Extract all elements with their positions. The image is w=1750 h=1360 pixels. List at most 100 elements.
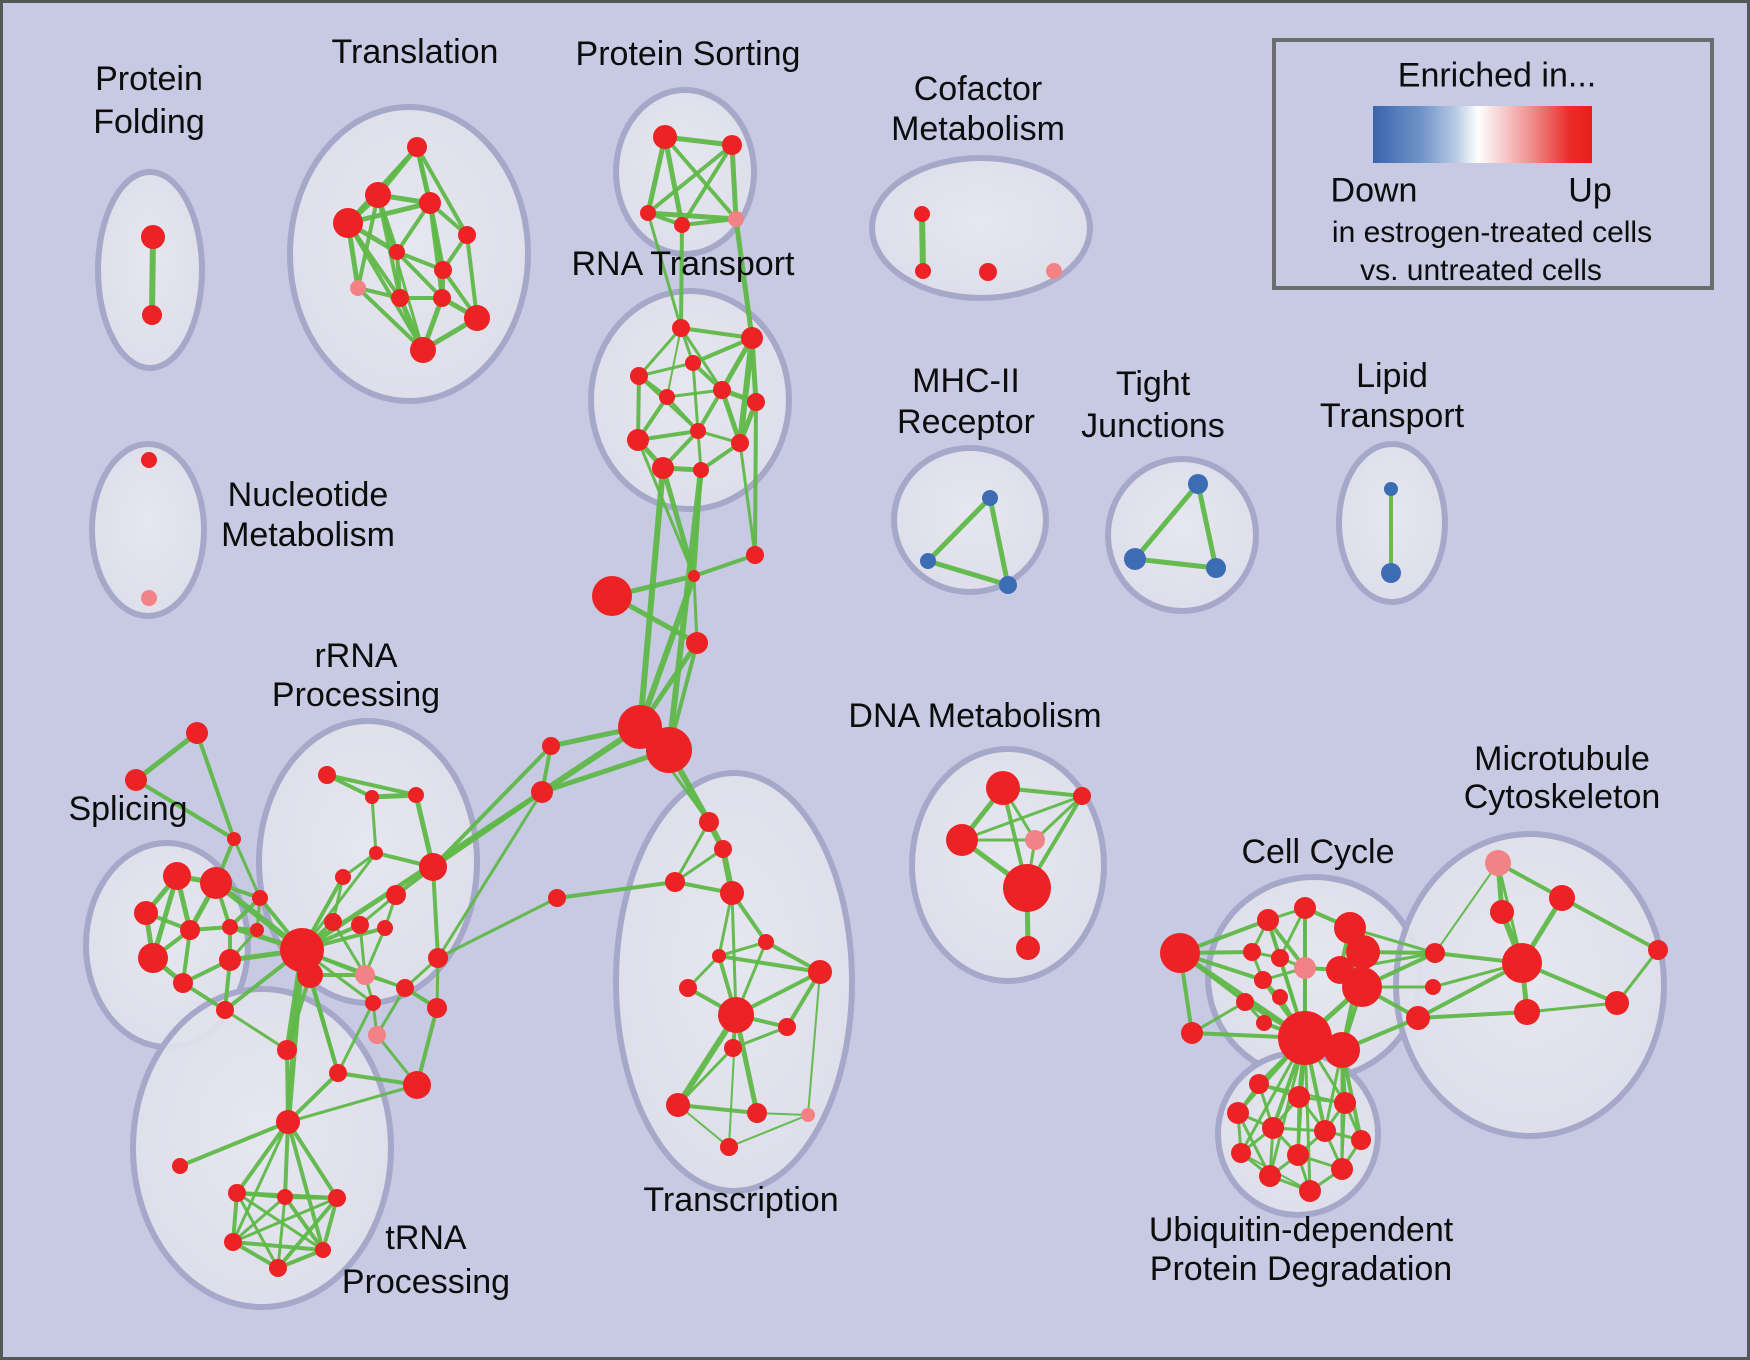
gene-set-node-23[interactable] (659, 389, 675, 405)
gene-set-node-40[interactable] (1188, 474, 1208, 494)
gene-set-node-104[interactable] (228, 1184, 246, 1202)
gene-set-node-124[interactable] (1243, 943, 1261, 961)
gene-set-node-14[interactable] (653, 125, 677, 149)
gene-set-node-54[interactable] (665, 872, 685, 892)
gene-set-node-137[interactable] (1490, 900, 1514, 924)
gene-set-node-59[interactable] (718, 997, 754, 1033)
gene-set-node-71[interactable] (222, 919, 238, 935)
gene-set-node-75[interactable] (219, 949, 241, 971)
gene-set-node-100[interactable] (368, 1026, 386, 1044)
gene-set-node-72[interactable] (252, 890, 268, 906)
gene-set-node-18[interactable] (728, 211, 744, 227)
gene-set-node-135[interactable] (1485, 850, 1511, 876)
gene-set-node-151[interactable] (1351, 1130, 1371, 1150)
gene-set-node-24[interactable] (713, 381, 731, 399)
gene-set-node-97[interactable] (427, 998, 447, 1018)
gene-set-node-76[interactable] (216, 1001, 234, 1019)
gene-set-node-65[interactable] (720, 1138, 738, 1156)
gene-set-node-43[interactable] (1384, 482, 1398, 496)
gene-set-node-6[interactable] (458, 226, 476, 244)
gene-set-node-145[interactable] (1249, 1074, 1269, 1094)
gene-set-node-26[interactable] (690, 423, 706, 439)
gene-set-node-56[interactable] (758, 934, 774, 950)
gene-set-node-28[interactable] (731, 434, 749, 452)
gene-set-node-154[interactable] (1259, 1165, 1281, 1187)
gene-set-node-62[interactable] (666, 1093, 690, 1117)
gene-set-node-78[interactable] (186, 722, 208, 744)
gene-set-node-53[interactable] (720, 881, 744, 905)
gene-set-node-95[interactable] (365, 995, 381, 1011)
gene-set-node-4[interactable] (419, 192, 441, 214)
gene-set-node-32[interactable] (915, 263, 931, 279)
gene-set-node-30[interactable] (693, 462, 709, 478)
gene-set-node-107[interactable] (224, 1233, 242, 1251)
gene-set-node-93[interactable] (428, 948, 448, 968)
gene-set-node-51[interactable] (699, 812, 719, 832)
gene-set-node-0[interactable] (141, 225, 165, 249)
gene-set-node-91[interactable] (351, 916, 369, 934)
gene-set-node-94[interactable] (355, 965, 375, 985)
gene-set-node-133[interactable] (1278, 1011, 1332, 1065)
gene-set-node-147[interactable] (1334, 1092, 1356, 1114)
gene-set-node-117[interactable] (1016, 936, 1040, 960)
gene-set-node-41[interactable] (1124, 548, 1146, 570)
gene-set-node-130[interactable] (1272, 989, 1288, 1005)
gene-set-node-101[interactable] (403, 1071, 431, 1099)
gene-set-node-81[interactable] (318, 766, 336, 784)
gene-set-node-10[interactable] (391, 289, 409, 307)
gene-set-node-136[interactable] (1549, 885, 1575, 911)
gene-set-node-128[interactable] (1342, 967, 1382, 1007)
gene-set-node-52[interactable] (714, 840, 732, 858)
gene-set-node-44[interactable] (1381, 563, 1401, 583)
gene-set-node-123[interactable] (1346, 935, 1380, 969)
gene-set-node-131[interactable] (1236, 993, 1254, 1011)
gene-set-node-96[interactable] (396, 979, 414, 997)
gene-set-node-153[interactable] (1287, 1144, 1309, 1166)
gene-set-node-64[interactable] (801, 1108, 815, 1122)
gene-set-node-85[interactable] (335, 869, 351, 885)
gene-set-node-68[interactable] (200, 867, 232, 899)
gene-set-node-119[interactable] (1181, 1022, 1203, 1044)
gene-set-node-142[interactable] (1425, 979, 1441, 995)
gene-set-node-103[interactable] (172, 1158, 188, 1174)
gene-set-node-132[interactable] (1256, 1015, 1272, 1031)
gene-set-node-84[interactable] (369, 846, 383, 860)
gene-set-node-42[interactable] (1206, 558, 1226, 578)
gene-set-node-25[interactable] (747, 393, 765, 411)
gene-set-node-34[interactable] (1046, 263, 1062, 279)
gene-set-node-12[interactable] (464, 305, 490, 331)
gene-set-node-143[interactable] (1406, 1006, 1430, 1030)
gene-set-node-22[interactable] (630, 367, 648, 385)
gene-set-node-114[interactable] (946, 824, 978, 856)
gene-set-node-47[interactable] (686, 632, 708, 654)
gene-set-node-67[interactable] (163, 862, 191, 890)
gene-set-node-90[interactable] (324, 913, 342, 931)
gene-set-node-118[interactable] (1160, 933, 1200, 973)
gene-set-node-50[interactable] (646, 727, 692, 773)
gene-set-node-125[interactable] (1271, 949, 1289, 967)
gene-set-node-83[interactable] (408, 787, 424, 803)
gene-set-node-36[interactable] (141, 590, 157, 606)
gene-set-node-46[interactable] (688, 570, 700, 582)
gene-set-node-121[interactable] (1294, 897, 1316, 919)
gene-set-node-148[interactable] (1227, 1102, 1249, 1124)
gene-set-node-74[interactable] (173, 973, 193, 993)
gene-set-node-19[interactable] (672, 319, 690, 337)
gene-set-node-77[interactable] (250, 923, 264, 937)
gene-set-node-87[interactable] (386, 885, 406, 905)
gene-set-node-2[interactable] (407, 137, 427, 157)
gene-set-node-134[interactable] (1324, 1032, 1360, 1068)
gene-set-node-106[interactable] (328, 1189, 346, 1207)
gene-set-node-112[interactable] (986, 771, 1020, 805)
gene-set-node-73[interactable] (138, 943, 168, 973)
gene-set-node-146[interactable] (1288, 1086, 1310, 1108)
gene-set-node-109[interactable] (269, 1259, 287, 1277)
gene-set-node-21[interactable] (685, 355, 701, 371)
gene-set-node-69[interactable] (134, 901, 158, 925)
gene-set-node-98[interactable] (277, 1040, 297, 1060)
gene-set-node-60[interactable] (778, 1018, 796, 1036)
gene-set-node-63[interactable] (747, 1103, 767, 1123)
gene-set-node-116[interactable] (1003, 864, 1051, 912)
gene-set-node-7[interactable] (389, 244, 405, 260)
gene-set-node-1[interactable] (142, 305, 162, 325)
